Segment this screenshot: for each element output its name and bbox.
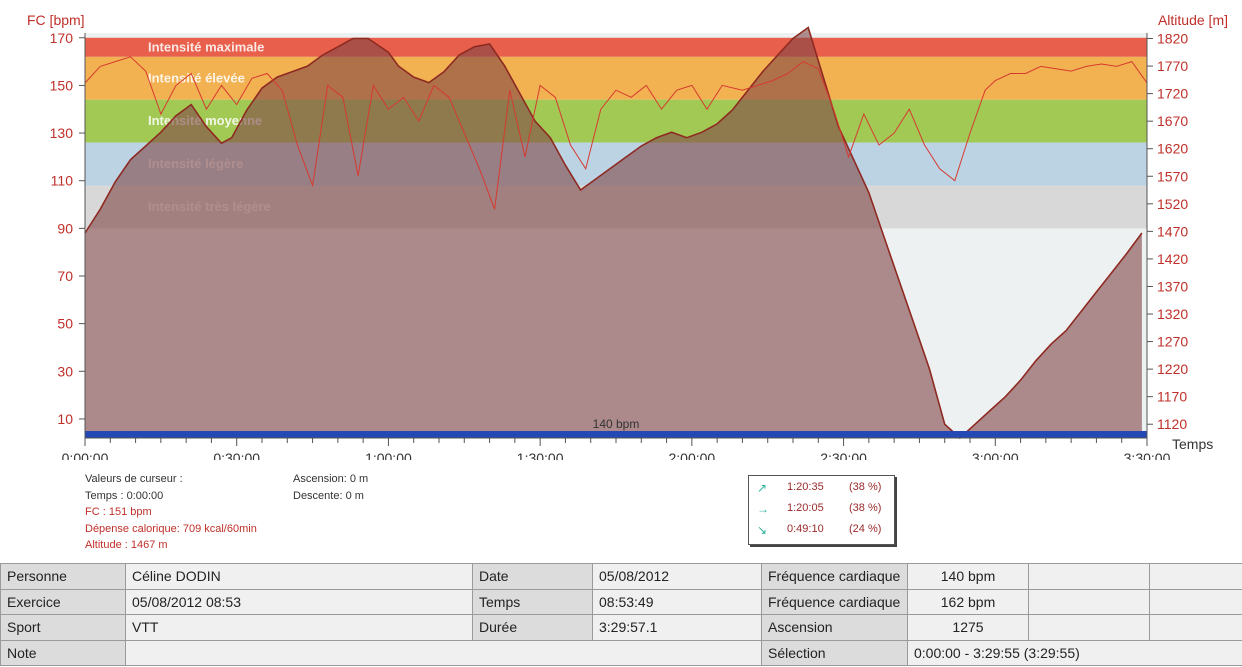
y-right-tick-label: 1320	[1157, 306, 1188, 322]
selection-label: Sélection	[761, 639, 908, 666]
y-right-tick-label: 1720	[1157, 86, 1188, 102]
y-right-tick-label: 1470	[1157, 223, 1188, 239]
personne-value: Céline DODIN	[125, 563, 473, 590]
y-right-tick-label: 1170	[1157, 389, 1187, 405]
slope-percent: (24 %)	[849, 523, 882, 535]
ascent-descent-panel: Ascension: 0 m Descente: 0 m	[293, 471, 368, 504]
cursor-values-title: Valeurs de curseur :	[85, 473, 183, 485]
cursor-descente: Descente: 0 m	[293, 489, 364, 502]
x-tick-label: 0:00:00	[62, 450, 109, 460]
arrow-down-right-icon: ↘	[757, 523, 768, 537]
fc2-value: 162 bpm	[907, 588, 1029, 615]
sport-label: Sport	[0, 614, 126, 641]
slope-row-uphill: ↗ 1:20:35 (38 %)	[749, 478, 894, 498]
cursor-altitude: Altitude : 1467 m	[85, 539, 168, 551]
cursor-ascension: Ascension: 0 m	[293, 473, 369, 485]
y-right-tick-label: 1420	[1157, 251, 1188, 267]
x-tick-label: 2:30:00	[820, 450, 867, 460]
arrow-right-icon: →	[757, 502, 769, 516]
y-right-tick-label: 1820	[1157, 31, 1188, 47]
date-label: Date	[472, 563, 593, 590]
y-right-tick-label: 1670	[1157, 113, 1188, 129]
table-row: Sport VTT Durée 3:29:57.1 Ascension 1275	[0, 614, 1242, 641]
y-right-tick-label: 1570	[1157, 168, 1188, 184]
y-left-tick-label: 90	[57, 220, 73, 236]
heart-rate-line	[84, 56, 1148, 210]
y-left-tick-label: 170	[50, 30, 74, 46]
temps-label: Temps	[472, 588, 593, 615]
zone-label: Intensité élevée	[148, 70, 245, 85]
threshold-label: 140 bpm	[593, 417, 640, 431]
y-left-tick-label: 110	[51, 173, 74, 189]
empty-cell	[1149, 614, 1242, 641]
empty-cell	[1149, 563, 1242, 590]
arrow-up-right-icon: ↗	[757, 481, 768, 495]
y-right-tick-label: 1770	[1157, 58, 1188, 74]
slope-percent: (38 %)	[849, 481, 882, 493]
x-tick-label: 3:30:00	[1124, 450, 1171, 460]
cursor-fc: FC : 151 bpm	[85, 506, 152, 518]
empty-cell	[1028, 614, 1150, 641]
x-tick-label: 1:00:00	[365, 450, 412, 460]
cursor-time: Temps : 0:00:00	[85, 489, 164, 502]
slope-time: 1:20:05	[787, 502, 824, 514]
exercice-value: 05/08/2012 08:53	[125, 588, 473, 615]
y-right-tick-label: 1520	[1157, 196, 1188, 212]
cursor-values-panel: Valeurs de curseur : Temps : 0:00:00 FC …	[85, 471, 257, 554]
y-left-tick-label: 50	[57, 316, 73, 332]
y-right-tick-label: 1370	[1157, 278, 1188, 294]
y-left-tick-label: 10	[57, 411, 73, 427]
axes-ticks: 170 150 130 110 90 70 50 30 10 1820 1770 1720 1670 16…	[50, 30, 1189, 460]
slope-percent: (38 %)	[849, 502, 882, 514]
exercice-label: Exercice	[0, 588, 126, 615]
slope-time: 1:20:35	[787, 481, 824, 493]
y-right-tick-label: 1270	[1157, 334, 1188, 350]
x-axis-title: Temps	[1172, 436, 1213, 452]
y-left-axis-title: FC [bpm]	[27, 12, 85, 28]
threshold-bar	[85, 431, 1147, 438]
y-left-tick-label: 30	[57, 363, 73, 379]
slope-time: 0:49:10	[787, 523, 824, 535]
cursor-calories: Dépense calorique: 709 kcal/60min	[85, 522, 257, 535]
empty-cell	[1028, 563, 1150, 590]
note-label: Note	[0, 639, 126, 666]
temps-value: 08:53:49	[592, 588, 762, 615]
x-tick-label: 0:30:00	[213, 450, 260, 460]
table-row: Personne Céline DODIN Date 05/08/2012 Fr…	[0, 563, 1242, 590]
y-left-tick-label: 130	[50, 125, 74, 141]
y-right-axis-title: Altitude [m]	[1158, 12, 1228, 28]
zone-label: Intensité maximale	[148, 39, 264, 54]
ascension-value: 1275	[907, 614, 1029, 641]
y-right-tick-label: 1120	[1157, 416, 1187, 432]
x-tick-label: 3:00:00	[972, 450, 1019, 460]
note-value[interactable]	[125, 639, 762, 666]
y-left-tick-label: 150	[50, 77, 74, 93]
fc1-label: Fréquence cardiaque	[761, 563, 908, 590]
table-row: Exercice 05/08/2012 08:53 Temps 08:53:49…	[0, 588, 1242, 615]
exercise-info-table: Personne Céline DODIN Date 05/08/2012 Fr…	[0, 563, 1242, 666]
empty-cell	[1149, 588, 1242, 615]
x-tick-label: 1:30:00	[517, 450, 564, 460]
duree-value: 3:29:57.1	[592, 614, 762, 641]
ascension-label: Ascension	[761, 614, 908, 641]
fc2-label: Fréquence cardiaque	[761, 588, 908, 615]
duree-label: Durée	[472, 614, 593, 641]
empty-cell	[1028, 588, 1150, 615]
slope-row-flat: → 1:20:05 (38 %)	[749, 499, 894, 519]
y-right-tick-label: 1220	[1157, 361, 1188, 377]
slope-row-downhill: ↘ 0:49:10 (24 %)	[749, 520, 894, 540]
slope-distribution-box: ↗ 1:20:35 (38 %) → 1:20:05 (38 %) ↘ 0:49…	[748, 475, 895, 545]
sport-value: VTT	[125, 614, 473, 641]
table-row: Note Sélection 0:00:00 - 3:29:55 (3:29:5…	[0, 639, 1242, 666]
y-right-tick-label: 1620	[1157, 141, 1188, 157]
date-value: 05/08/2012	[592, 563, 762, 590]
selection-value: 0:00:00 - 3:29:55 (3:29:55)	[907, 639, 1242, 666]
personne-label: Personne	[0, 563, 126, 590]
y-left-tick-label: 70	[57, 268, 73, 284]
x-tick-label: 2:00:00	[668, 450, 715, 460]
fc1-value: 140 bpm	[907, 563, 1029, 590]
